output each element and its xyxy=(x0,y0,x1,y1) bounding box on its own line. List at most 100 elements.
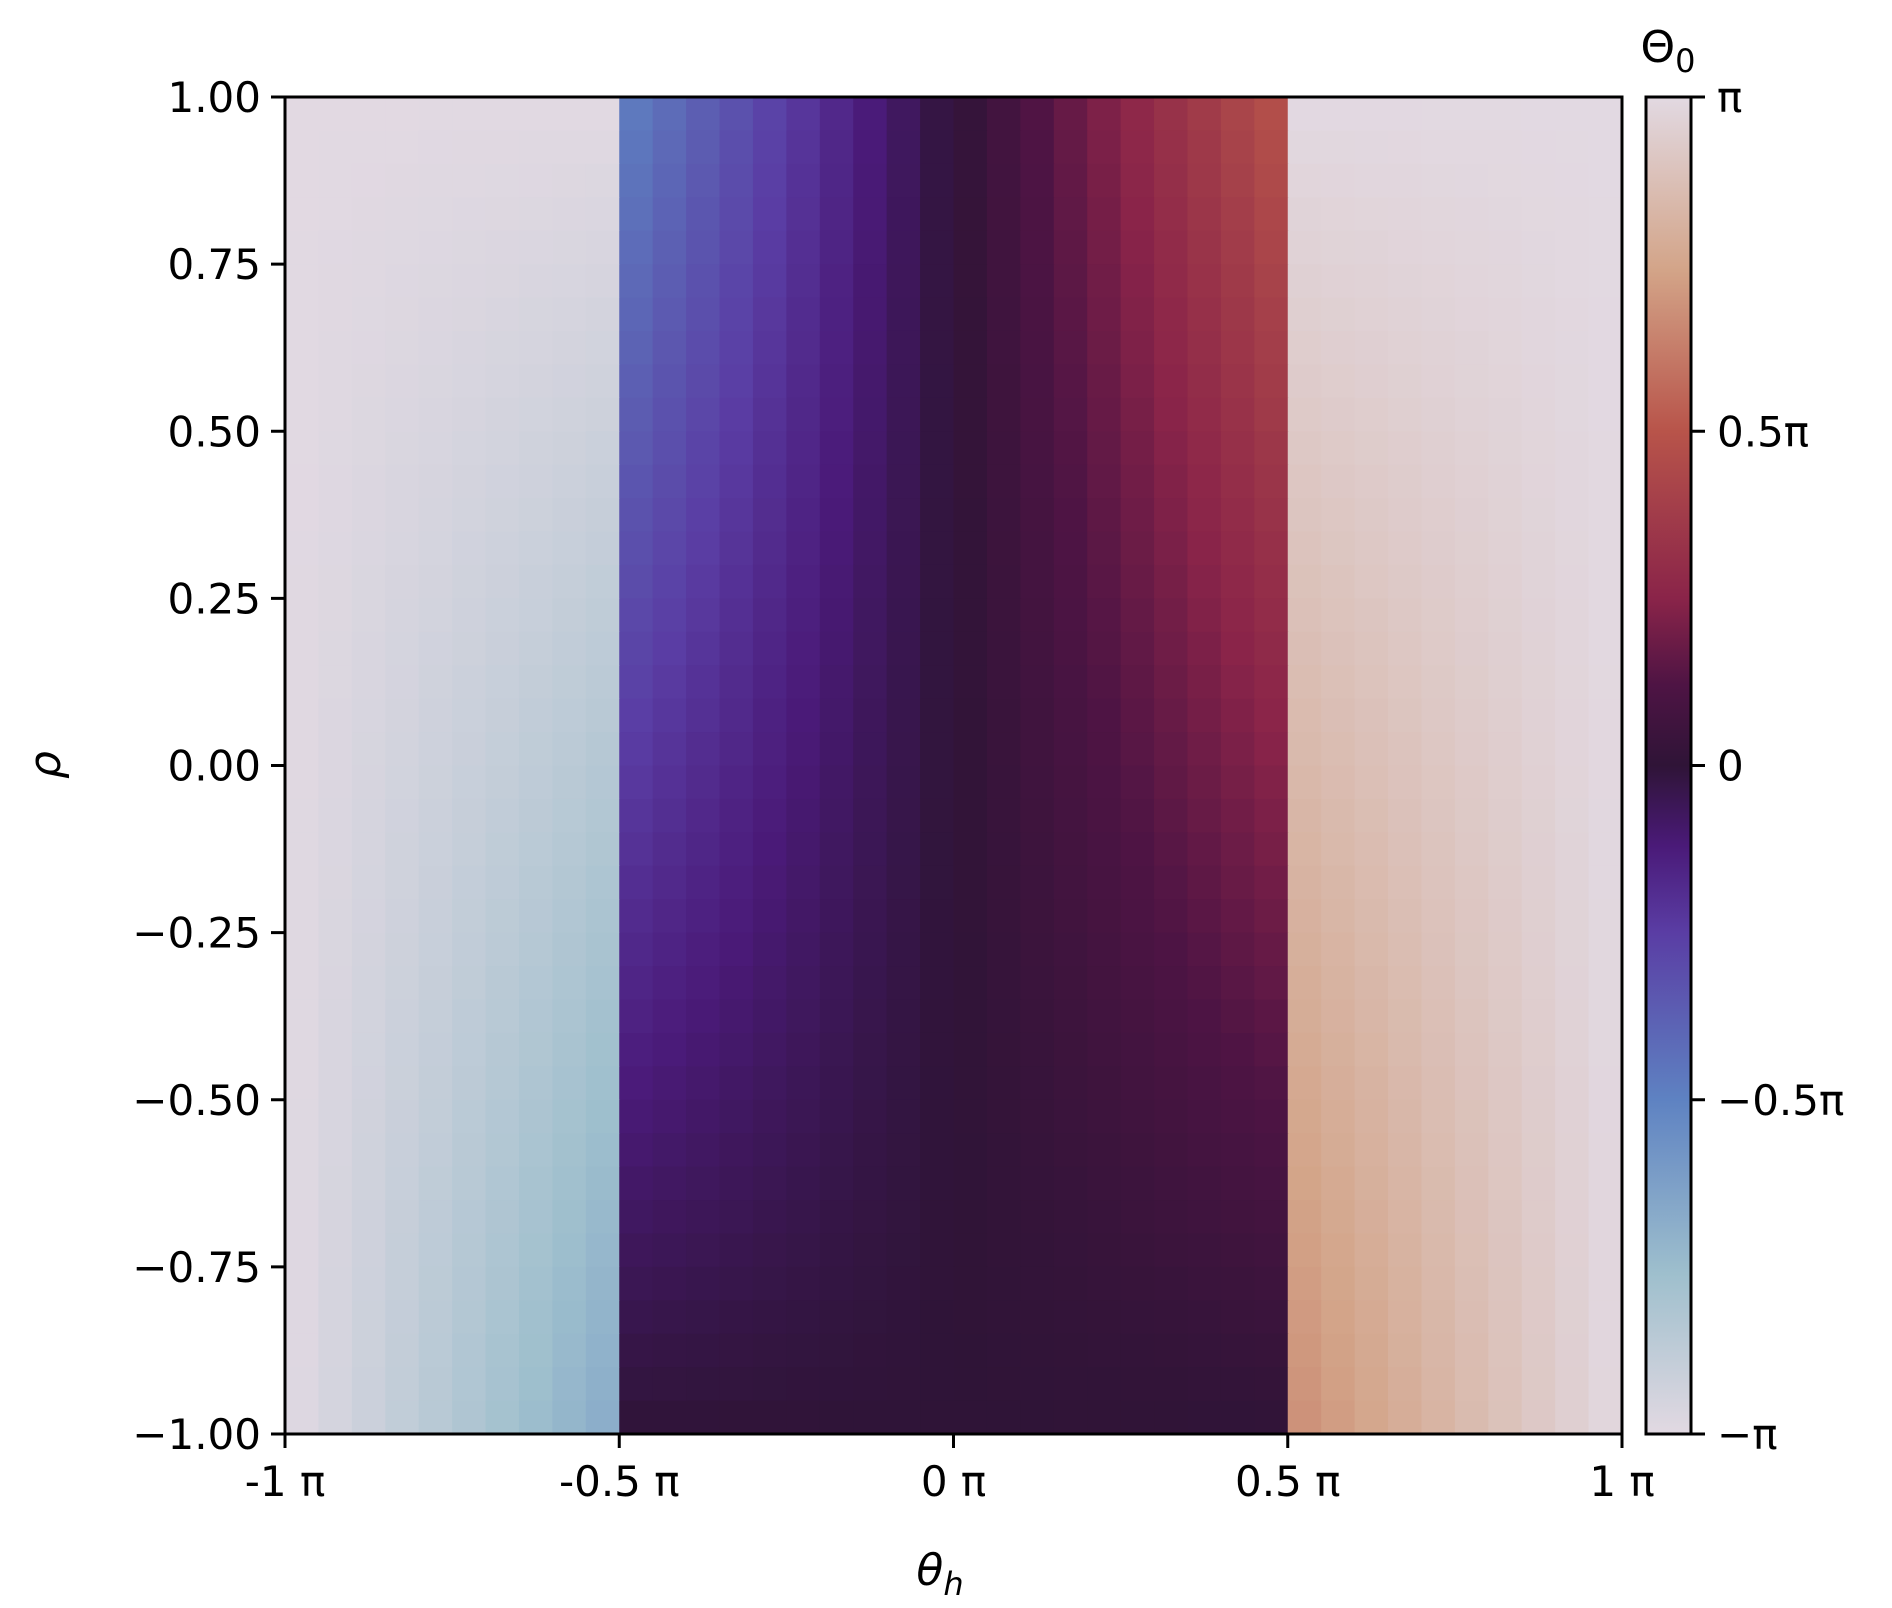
heatmap-cell xyxy=(1421,765,1456,800)
heatmap-cell xyxy=(1220,163,1256,199)
heatmap-cell xyxy=(1488,1066,1523,1101)
heatmap-cell xyxy=(752,1300,788,1335)
heatmap-cell xyxy=(1555,464,1590,499)
heatmap-cell xyxy=(920,564,955,600)
heatmap-cell xyxy=(752,1266,788,1302)
heatmap-cell xyxy=(1154,464,1189,499)
heatmap-cell xyxy=(1354,598,1389,633)
heatmap-cell xyxy=(318,1367,353,1402)
y-tick-label: 0.00 xyxy=(167,742,261,791)
heatmap-cell xyxy=(318,1099,353,1134)
heatmap-cell xyxy=(1120,698,1155,733)
heatmap-cell xyxy=(619,665,654,700)
heatmap-cell xyxy=(752,932,788,967)
heatmap-cell xyxy=(452,464,487,499)
heatmap-cell xyxy=(518,130,554,165)
heatmap-cell xyxy=(686,1166,721,1201)
heatmap-cell xyxy=(585,1032,621,1068)
heatmap-cell xyxy=(1020,1200,1055,1235)
heatmap-cell xyxy=(1120,564,1155,600)
heatmap-cell xyxy=(552,130,587,165)
heatmap-cell xyxy=(1187,230,1222,265)
heatmap-cell xyxy=(1287,130,1322,165)
heatmap-cell xyxy=(1120,431,1155,466)
heatmap-cell xyxy=(1187,330,1222,366)
heatmap-cell xyxy=(1154,230,1189,265)
heatmap-cell xyxy=(886,665,921,700)
heatmap-cell xyxy=(552,197,587,232)
heatmap-cell xyxy=(385,732,420,767)
heatmap-cell xyxy=(1588,163,1623,199)
heatmap-cell xyxy=(953,1066,988,1101)
heatmap-cell xyxy=(686,1367,721,1402)
heatmap-cell xyxy=(585,1266,621,1302)
heatmap-cell xyxy=(485,631,520,667)
heatmap-cell xyxy=(1287,598,1322,633)
heatmap-cell xyxy=(886,264,921,299)
heatmap-cell xyxy=(886,163,921,199)
heatmap-cell xyxy=(1588,1200,1623,1235)
heatmap-cell xyxy=(652,1032,687,1068)
heatmap-cell xyxy=(385,1400,420,1435)
heatmap-cell xyxy=(920,1099,955,1134)
heatmap-cell xyxy=(1421,899,1456,934)
heatmap-cell xyxy=(1488,966,1523,1001)
heatmap-cell xyxy=(719,130,754,165)
heatmap-cell xyxy=(1454,1032,1490,1068)
heatmap-cell xyxy=(1120,732,1155,767)
heatmap-cell xyxy=(1120,464,1155,499)
heatmap-cell xyxy=(385,999,420,1034)
heatmap-cell xyxy=(285,966,320,1001)
heatmap-cell xyxy=(986,1099,1022,1134)
heatmap-cell xyxy=(1053,498,1088,533)
heatmap-cell xyxy=(1154,598,1189,633)
heatmap-cell xyxy=(652,330,687,366)
heatmap-cell xyxy=(1287,297,1322,332)
heatmap-cell xyxy=(1120,197,1155,232)
heatmap-cell xyxy=(1154,1233,1189,1268)
heatmap-cell xyxy=(752,698,788,733)
heatmap-cell xyxy=(1388,1032,1423,1068)
heatmap-cell xyxy=(518,1333,554,1368)
heatmap-cell xyxy=(418,1032,453,1068)
heatmap-cell xyxy=(418,531,453,566)
heatmap-cell xyxy=(786,1133,821,1168)
heatmap-cell xyxy=(886,732,921,767)
heatmap-cell xyxy=(1287,364,1322,399)
heatmap-cell xyxy=(452,130,487,165)
heatmap-cell xyxy=(518,1099,554,1134)
heatmap-cell xyxy=(619,1133,654,1168)
heatmap-cell xyxy=(585,264,621,299)
heatmap-cell xyxy=(1388,899,1423,934)
heatmap-cell xyxy=(686,464,721,499)
heatmap-cell xyxy=(485,732,520,767)
heatmap-cell xyxy=(1321,397,1356,433)
heatmap-cell xyxy=(1020,498,1055,533)
heatmap-cell xyxy=(652,163,687,199)
heatmap-cell xyxy=(1053,1099,1088,1134)
heatmap-cell xyxy=(518,999,554,1034)
heatmap-cell xyxy=(1287,698,1322,733)
heatmap-cell xyxy=(552,832,587,867)
heatmap-cell xyxy=(385,230,420,265)
heatmap-cell xyxy=(1187,665,1222,700)
heatmap-cell xyxy=(886,598,921,633)
heatmap-cell xyxy=(351,397,387,433)
heatmap-cell xyxy=(1488,163,1523,199)
heatmap-cell xyxy=(719,665,754,700)
heatmap-cell xyxy=(485,1266,520,1302)
heatmap-cell xyxy=(1220,230,1256,265)
heatmap-cell xyxy=(1254,1266,1289,1302)
heatmap-cell xyxy=(1521,1133,1556,1168)
heatmap-cell xyxy=(986,431,1022,466)
heatmap-cell xyxy=(1555,1333,1590,1368)
heatmap-cell xyxy=(1187,1300,1222,1335)
heatmap-cell xyxy=(385,698,420,733)
heatmap-cell xyxy=(1521,631,1556,667)
heatmap-cell xyxy=(285,999,320,1034)
heatmap-cell xyxy=(418,1066,453,1101)
heatmap-cell xyxy=(1154,765,1189,800)
heatmap-cell xyxy=(1053,732,1088,767)
heatmap-cell xyxy=(619,97,654,132)
y-tick-label: 0.75 xyxy=(167,240,261,289)
